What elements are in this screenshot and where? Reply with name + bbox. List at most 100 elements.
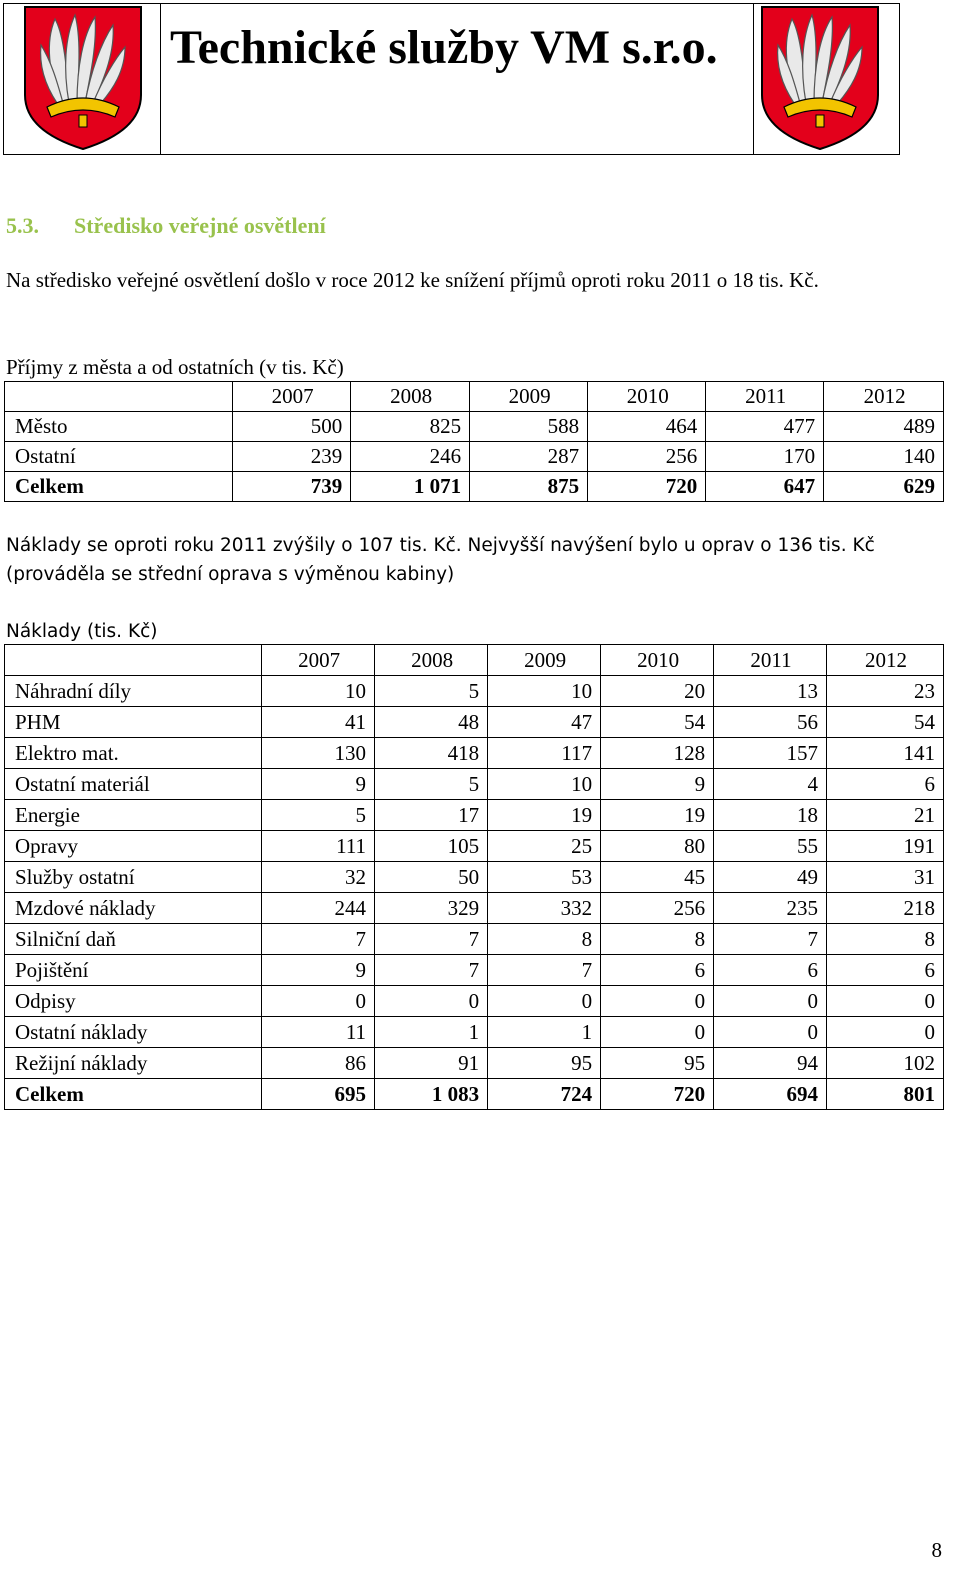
year-header-cell: 2011 xyxy=(705,381,825,412)
section-title: Středisko veřejné osvětlení xyxy=(74,213,326,238)
year-header-cell: 2008 xyxy=(374,644,489,676)
value-cell: 0 xyxy=(713,1016,828,1048)
value-cell: 246 xyxy=(350,441,471,472)
value-cell: 18 xyxy=(713,799,828,831)
table-row: Pojištění 9 7 7 6 6 6 xyxy=(3,954,944,986)
year-header-cell: 2008 xyxy=(350,381,471,412)
row-label-cell: Elektro mat. xyxy=(3,737,263,769)
value-cell: 244 xyxy=(261,892,376,924)
value-cell: 647 xyxy=(705,471,825,502)
table-row: Služby ostatní 32 50 53 45 49 31 xyxy=(3,861,944,893)
value-cell: 130 xyxy=(261,737,376,769)
header-divider xyxy=(753,4,754,154)
section-heading: 5.3. Středisko veřejné osvětlení xyxy=(6,213,326,239)
value-cell: 23 xyxy=(826,675,944,707)
table-row: Režijní náklady 86 91 95 95 94 102 xyxy=(3,1047,944,1079)
value-cell: 329 xyxy=(374,892,489,924)
value-cell: 7 xyxy=(374,954,489,986)
value-cell: 141 xyxy=(826,737,944,769)
value-cell: 801 xyxy=(826,1078,944,1110)
page-number: 8 xyxy=(931,1538,943,1562)
value-cell: 117 xyxy=(487,737,602,769)
row-label-cell: Pojištění xyxy=(3,954,263,986)
value-cell: 0 xyxy=(826,985,944,1017)
table-row: Elektro mat. 130 418 117 128 157 141 xyxy=(3,737,944,769)
value-cell: 9 xyxy=(600,768,715,800)
value-cell: 9 xyxy=(261,954,376,986)
value-cell: 111 xyxy=(261,830,376,862)
value-cell: 8 xyxy=(826,923,944,955)
value-cell: 5 xyxy=(374,768,489,800)
year-header-cell: 2010 xyxy=(587,381,707,412)
row-label-cell: Služby ostatní xyxy=(3,861,263,893)
value-cell: 45 xyxy=(600,861,715,893)
row-label-cell: Ostatní náklady xyxy=(3,1016,263,1048)
row-label-cell: Energie xyxy=(3,799,263,831)
value-cell: 32 xyxy=(261,861,376,893)
value-cell: 825 xyxy=(350,411,471,442)
row-label-cell: Odpisy xyxy=(3,985,263,1017)
value-cell: 53 xyxy=(487,861,602,893)
value-cell: 21 xyxy=(826,799,944,831)
value-cell: 0 xyxy=(374,985,489,1017)
value-cell: 41 xyxy=(261,706,376,738)
value-cell: 10 xyxy=(487,675,602,707)
value-cell: 1 083 xyxy=(374,1078,489,1110)
row-label-cell: Celkem xyxy=(3,1078,263,1110)
value-cell: 102 xyxy=(826,1047,944,1079)
table-row: Ostatní 239 246 287 256 170 140 xyxy=(3,441,944,472)
table-row: Celkem 739 1 071 875 720 647 629 xyxy=(3,471,944,502)
value-cell: 54 xyxy=(826,706,944,738)
value-cell: 48 xyxy=(374,706,489,738)
intro-paragraph: Na středisko veřejné osvětlení došlo v r… xyxy=(6,268,819,292)
table-header-row: 2007 2008 2009 2010 2011 2012 xyxy=(3,381,944,412)
value-cell: 95 xyxy=(600,1047,715,1079)
value-cell: 17 xyxy=(374,799,489,831)
income-table: 2007 2008 2009 2010 2011 2012 Město 500 825 588 46… xyxy=(3,381,944,502)
value-cell: 724 xyxy=(487,1078,602,1110)
row-label-cell: Mzdové náklady xyxy=(3,892,263,924)
value-cell: 694 xyxy=(713,1078,828,1110)
value-cell: 239 xyxy=(232,441,352,472)
value-cell: 25 xyxy=(487,830,602,862)
row-label-cell: PHM xyxy=(3,706,263,738)
value-cell: 1 071 xyxy=(350,471,471,502)
header-divider xyxy=(160,4,161,154)
value-cell: 8 xyxy=(600,923,715,955)
value-cell: 10 xyxy=(487,768,602,800)
table-row: Ostatní náklady 11 1 1 0 0 0 xyxy=(3,1016,944,1048)
value-cell: 157 xyxy=(713,737,828,769)
value-cell: 80 xyxy=(600,830,715,862)
row-label-cell: Silniční daň xyxy=(3,923,263,955)
value-cell: 10 xyxy=(261,675,376,707)
value-cell: 477 xyxy=(705,411,825,442)
value-cell: 235 xyxy=(713,892,828,924)
value-cell: 332 xyxy=(487,892,602,924)
value-cell: 86 xyxy=(261,1047,376,1079)
year-header-cell: 2011 xyxy=(713,644,828,676)
value-cell: 105 xyxy=(374,830,489,862)
value-cell: 6 xyxy=(826,954,944,986)
value-cell: 500 xyxy=(232,411,352,442)
table-header-row: 2007 2008 2009 2010 2011 2012 xyxy=(3,644,944,676)
year-header-cell: 2012 xyxy=(823,381,944,412)
value-cell: 49 xyxy=(713,861,828,893)
value-cell: 6 xyxy=(600,954,715,986)
value-cell: 1 xyxy=(487,1016,602,1048)
value-cell: 54 xyxy=(600,706,715,738)
value-cell: 695 xyxy=(261,1078,376,1110)
year-header-cell: 2007 xyxy=(232,381,352,412)
value-cell: 50 xyxy=(374,861,489,893)
year-header-cell: 2010 xyxy=(600,644,715,676)
company-title: Technické služby VM s.r.o. xyxy=(170,21,718,74)
value-cell: 0 xyxy=(261,985,376,1017)
value-cell: 55 xyxy=(713,830,828,862)
value-cell: 489 xyxy=(823,411,944,442)
value-cell: 13 xyxy=(713,675,828,707)
table-row: Ostatní materiál 9 5 10 9 4 6 xyxy=(3,768,944,800)
value-cell: 5 xyxy=(261,799,376,831)
value-cell: 0 xyxy=(826,1016,944,1048)
value-cell: 0 xyxy=(713,985,828,1017)
year-header-cell: 2007 xyxy=(261,644,376,676)
value-cell: 418 xyxy=(374,737,489,769)
